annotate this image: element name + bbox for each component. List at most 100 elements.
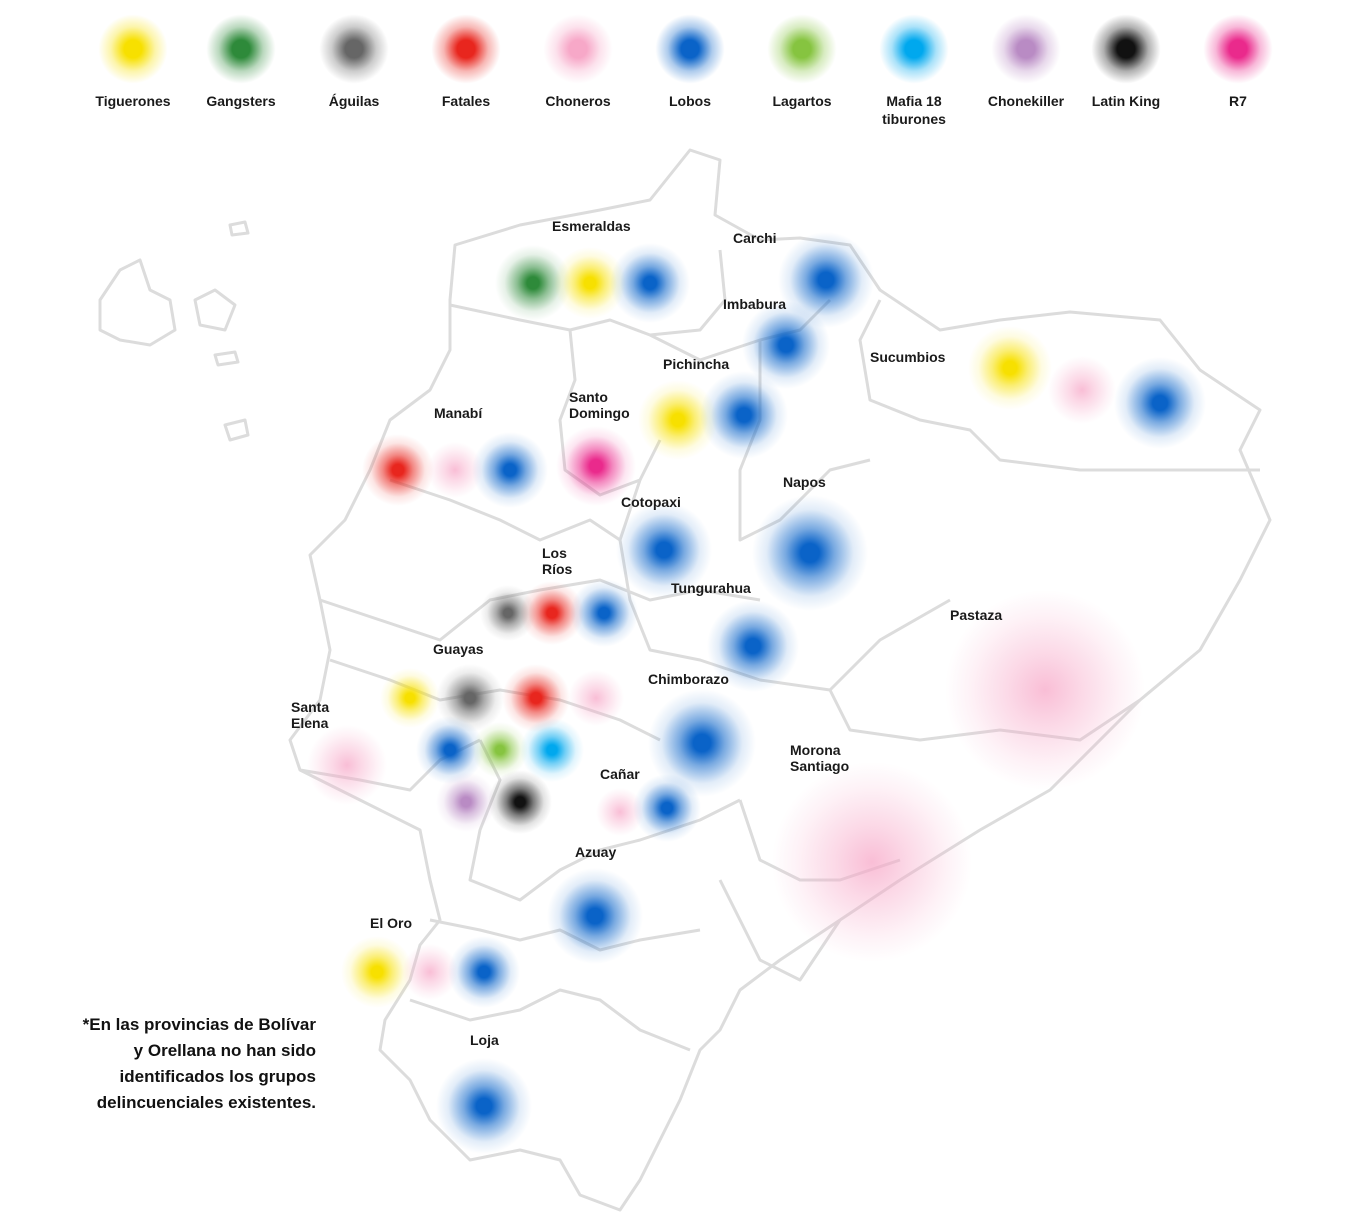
gang-marker-tiguerones	[380, 668, 440, 728]
province-border	[718, 879, 842, 982]
gang-marker-choneros	[772, 762, 972, 962]
gang-marker-lobos	[633, 774, 701, 842]
legend-item-aguilas: Águilas	[294, 14, 414, 110]
legend-item-r7: R7	[1178, 14, 1298, 110]
island	[193, 288, 237, 332]
gang-marker-lobos	[707, 600, 799, 692]
island	[213, 350, 240, 367]
legend-item-tiguerones: Tiguerones	[73, 14, 193, 110]
legend-swatch	[206, 14, 276, 84]
legend-item-lagartos: Lagartos	[742, 14, 862, 110]
province-label-santo-domingo: Santo Domingo	[569, 389, 630, 421]
province-label-cotopaxi: Cotopaxi	[621, 494, 681, 510]
gang-marker-aguilas	[436, 664, 504, 732]
gang-marker-tiguerones	[341, 936, 413, 1008]
province-border	[449, 249, 727, 337]
gang-marker-lobos	[778, 232, 874, 328]
gang-marker-mafia18	[520, 718, 584, 782]
gang-marker-tiguerones	[554, 247, 626, 319]
legend-item-lobos: Lobos	[630, 14, 750, 110]
gang-marker-aguilas	[480, 585, 536, 641]
legend-label: R7	[1229, 93, 1247, 109]
gang-marker-fatales	[362, 434, 434, 506]
legend-label: Mafia 18 tiburones	[882, 93, 946, 127]
gang-marker-choneros	[1048, 356, 1116, 424]
legend-swatch	[1091, 14, 1161, 84]
legend-item-fatales: Fatales	[406, 14, 526, 110]
legend-label: Gangsters	[206, 93, 276, 109]
gang-marker-choneros	[596, 788, 644, 836]
gang-marker-lobos	[436, 1058, 532, 1154]
gang-marker-choneros	[568, 670, 624, 726]
province-label-pichincha: Pichincha	[663, 356, 730, 372]
island	[223, 418, 250, 442]
gang-marker-lobos	[547, 868, 643, 964]
legend-item-latinking: Latin King	[1066, 14, 1186, 110]
legend: Tiguerones Gangsters Águilas Fatales Cho…	[0, 0, 1369, 140]
legend-swatch	[431, 14, 501, 84]
gang-marker-tiguerones	[638, 380, 718, 460]
province-border	[389, 478, 621, 542]
gang-marker-lobos	[742, 301, 830, 389]
gang-marker-choneros	[945, 590, 1145, 790]
country-outline	[288, 148, 1272, 1212]
legend-swatch	[1203, 14, 1273, 84]
province-label-chimborazo: Chimborazo	[648, 671, 729, 687]
province-label-imbabura: Imbabura	[723, 296, 787, 312]
gang-marker-choneros	[307, 725, 387, 805]
legend-label: Chonekiller	[987, 93, 1065, 109]
legend-swatch	[98, 14, 168, 84]
legend-item-chonekiller: Chonekiller	[966, 14, 1086, 110]
gang-marker-tiguerones	[968, 326, 1052, 410]
gang-marker-fatales	[502, 664, 570, 732]
province-label-loja: Loja	[470, 1032, 499, 1048]
province-label-el-oro: El Oro	[370, 915, 413, 931]
province-label-santa-elena: Santa Elena	[291, 699, 330, 731]
gang-marker-r7	[556, 426, 636, 506]
gang-marker-lobos	[570, 579, 638, 647]
legend-swatch	[991, 14, 1061, 84]
gang-marker-chonekiller	[436, 772, 496, 832]
province-label-canar: Cañar	[600, 766, 640, 782]
island	[98, 258, 177, 347]
gang-marker-lobos	[700, 371, 788, 459]
galapagos-islands	[98, 220, 250, 442]
legend-swatch	[543, 14, 613, 84]
gang-marker-lobos	[648, 689, 756, 797]
legend-swatch	[879, 14, 949, 84]
province-label-guayas: Guayas	[433, 641, 484, 657]
legend-swatch	[767, 14, 837, 84]
gang-marker-lobos	[752, 495, 868, 611]
province-label-azuay: Azuay	[575, 844, 617, 860]
legend-label: Latin King	[1091, 93, 1161, 109]
footnote: *En las provincias de Bolívar y Orellana…	[82, 1015, 316, 1112]
legend-label: Tiguerones	[95, 93, 171, 109]
province-label-carchi: Carchi	[733, 230, 777, 246]
province-label-esmeraldas: Esmeraldas	[552, 218, 631, 234]
province-label-napos: Napos	[783, 474, 826, 490]
province-border	[858, 299, 1260, 472]
gang-marker-choneros	[402, 944, 458, 1000]
province-label-manabi: Manabí	[434, 405, 483, 421]
gang-marker-choneros	[427, 442, 483, 498]
province-border	[409, 988, 691, 1052]
province-label-morona-santiago: Morona Santiago	[790, 742, 850, 774]
legend-item-mafia18: Mafia 18 tiburones	[854, 14, 974, 128]
gang-markers	[307, 232, 1206, 1154]
province-label-sucumbios: Sucumbios	[870, 349, 946, 365]
gang-marker-lobos	[1114, 357, 1206, 449]
province-label-pastaza: Pastaza	[950, 607, 1003, 623]
gang-marker-lobos	[472, 432, 548, 508]
gang-marker-gangsters	[495, 245, 571, 321]
province-label-tungurahua: Tungurahua	[671, 580, 751, 596]
legend-label: Lobos	[669, 93, 711, 109]
gang-marker-latinking	[488, 770, 552, 834]
gang-marker-lobos	[416, 716, 484, 784]
gang-marker-lagartos	[472, 722, 528, 778]
legend-swatch	[655, 14, 725, 84]
legend-label: Lagartos	[772, 93, 832, 109]
legend-label: Choneros	[545, 93, 611, 109]
gang-marker-fatales	[520, 581, 584, 645]
